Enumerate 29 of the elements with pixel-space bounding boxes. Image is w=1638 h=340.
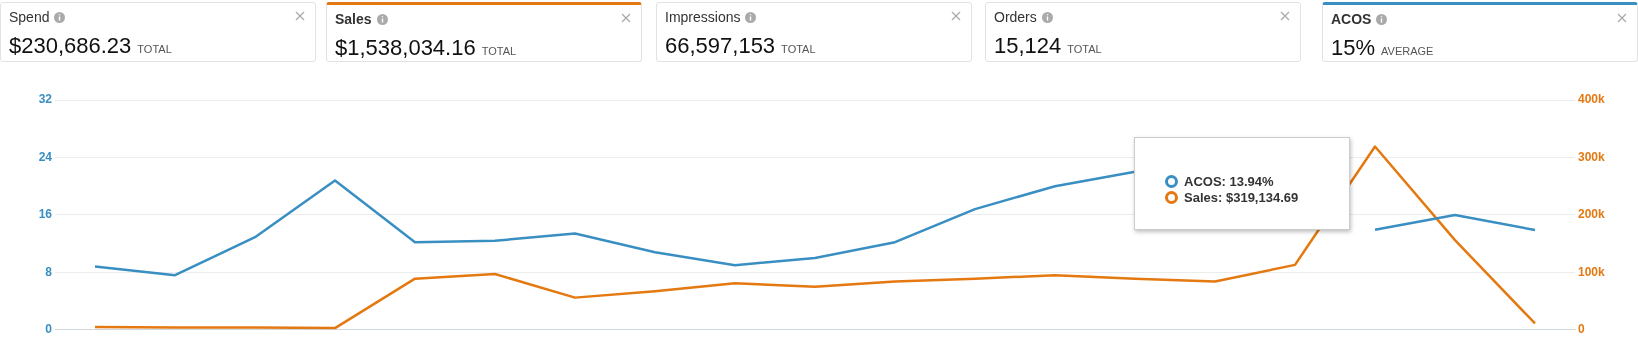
text: Sales [335,11,373,27]
y2-tick-label: 100k [1578,264,1606,279]
text: Impressions [665,9,742,25]
y-tick-label: 0 [45,322,53,337]
y2-tick-label: 200k [1578,207,1606,222]
text: ACOS [1331,11,1373,27]
text: 15% [1331,35,1376,60]
y-tick-label: 24 [38,149,53,164]
text: TOTAL [781,43,816,55]
legend-label: ACOS: [1184,174,1226,189]
y2-tick-label: 0 [1578,322,1585,337]
annotation: $319,134.69 [1225,190,1299,205]
y2-tick-label: 400k [1578,92,1606,107]
text: 66,597,153 [665,33,776,58]
text: AVERAGE [1381,45,1434,57]
text: $230,686.23 [9,33,132,58]
legend-label: Sales: [1184,190,1223,205]
text: 15,124 [994,33,1062,58]
annotation: 13.94% [1229,174,1274,189]
text: Spend [9,9,51,25]
y-tick-label: 32 [38,92,53,107]
text: TOTAL [137,43,172,55]
text: TOTAL [481,45,517,57]
y-tick-label: 8 [45,264,53,279]
text: TOTAL [1067,43,1102,55]
text: Orders [994,9,1038,25]
y2-tick-label: 300k [1578,149,1606,164]
y-tick-label: 16 [38,207,53,222]
text: $1,538,034.16 [335,35,476,60]
